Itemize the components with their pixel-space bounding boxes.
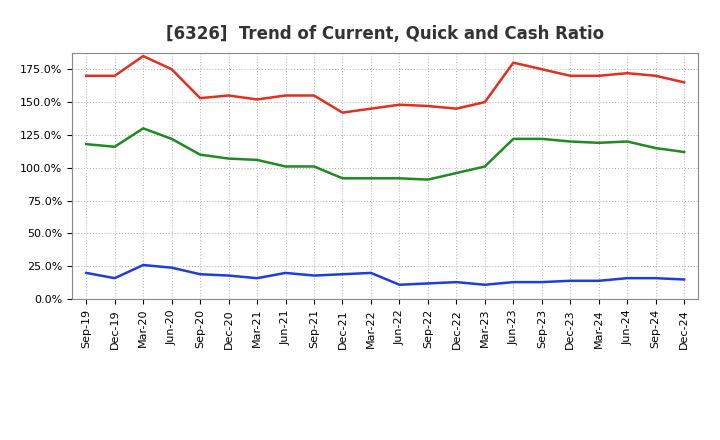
Current Ratio: [566, 73, 575, 78]
Cash Ratio: [423, 281, 432, 286]
Quick Ratio: [509, 136, 518, 142]
Cash Ratio: [139, 262, 148, 268]
Current Ratio: [253, 97, 261, 102]
Quick Ratio: [253, 157, 261, 162]
Cash Ratio: [452, 279, 461, 285]
Cash Ratio: [282, 270, 290, 275]
Cash Ratio: [595, 278, 603, 283]
Quick Ratio: [196, 152, 204, 157]
Cash Ratio: [310, 273, 318, 278]
Cash Ratio: [623, 275, 631, 281]
Current Ratio: [623, 70, 631, 76]
Cash Ratio: [253, 275, 261, 281]
Current Ratio: [595, 73, 603, 78]
Current Ratio: [82, 73, 91, 78]
Title: [6326]  Trend of Current, Quick and Cash Ratio: [6326] Trend of Current, Quick and Cash …: [166, 25, 604, 43]
Cash Ratio: [652, 275, 660, 281]
Current Ratio: [452, 106, 461, 111]
Current Ratio: [282, 93, 290, 98]
Current Ratio: [480, 99, 489, 105]
Current Ratio: [110, 73, 119, 78]
Quick Ratio: [110, 144, 119, 150]
Quick Ratio: [310, 164, 318, 169]
Quick Ratio: [537, 136, 546, 142]
Quick Ratio: [225, 156, 233, 161]
Quick Ratio: [423, 177, 432, 182]
Quick Ratio: [452, 170, 461, 176]
Current Ratio: [423, 103, 432, 109]
Quick Ratio: [167, 136, 176, 142]
Current Ratio: [652, 73, 660, 78]
Quick Ratio: [680, 149, 688, 154]
Quick Ratio: [595, 140, 603, 146]
Cash Ratio: [196, 271, 204, 277]
Quick Ratio: [566, 139, 575, 144]
Current Ratio: [537, 66, 546, 72]
Current Ratio: [509, 60, 518, 65]
Cash Ratio: [225, 273, 233, 278]
Cash Ratio: [110, 275, 119, 281]
Current Ratio: [196, 95, 204, 101]
Quick Ratio: [282, 164, 290, 169]
Cash Ratio: [566, 278, 575, 283]
Cash Ratio: [509, 279, 518, 285]
Current Ratio: [366, 106, 375, 111]
Cash Ratio: [395, 282, 404, 287]
Current Ratio: [310, 93, 318, 98]
Line: Cash Ratio: Cash Ratio: [86, 265, 684, 285]
Quick Ratio: [623, 139, 631, 144]
Current Ratio: [680, 80, 688, 85]
Current Ratio: [338, 110, 347, 115]
Quick Ratio: [366, 176, 375, 181]
Current Ratio: [139, 53, 148, 59]
Current Ratio: [167, 66, 176, 72]
Quick Ratio: [480, 164, 489, 169]
Quick Ratio: [395, 176, 404, 181]
Quick Ratio: [338, 176, 347, 181]
Current Ratio: [225, 93, 233, 98]
Quick Ratio: [652, 146, 660, 151]
Quick Ratio: [139, 126, 148, 131]
Line: Current Ratio: Current Ratio: [86, 56, 684, 113]
Cash Ratio: [537, 279, 546, 285]
Cash Ratio: [680, 277, 688, 282]
Cash Ratio: [82, 270, 91, 275]
Cash Ratio: [366, 270, 375, 275]
Cash Ratio: [167, 265, 176, 270]
Line: Quick Ratio: Quick Ratio: [86, 128, 684, 180]
Cash Ratio: [480, 282, 489, 287]
Quick Ratio: [82, 142, 91, 147]
Current Ratio: [395, 102, 404, 107]
Cash Ratio: [338, 271, 347, 277]
